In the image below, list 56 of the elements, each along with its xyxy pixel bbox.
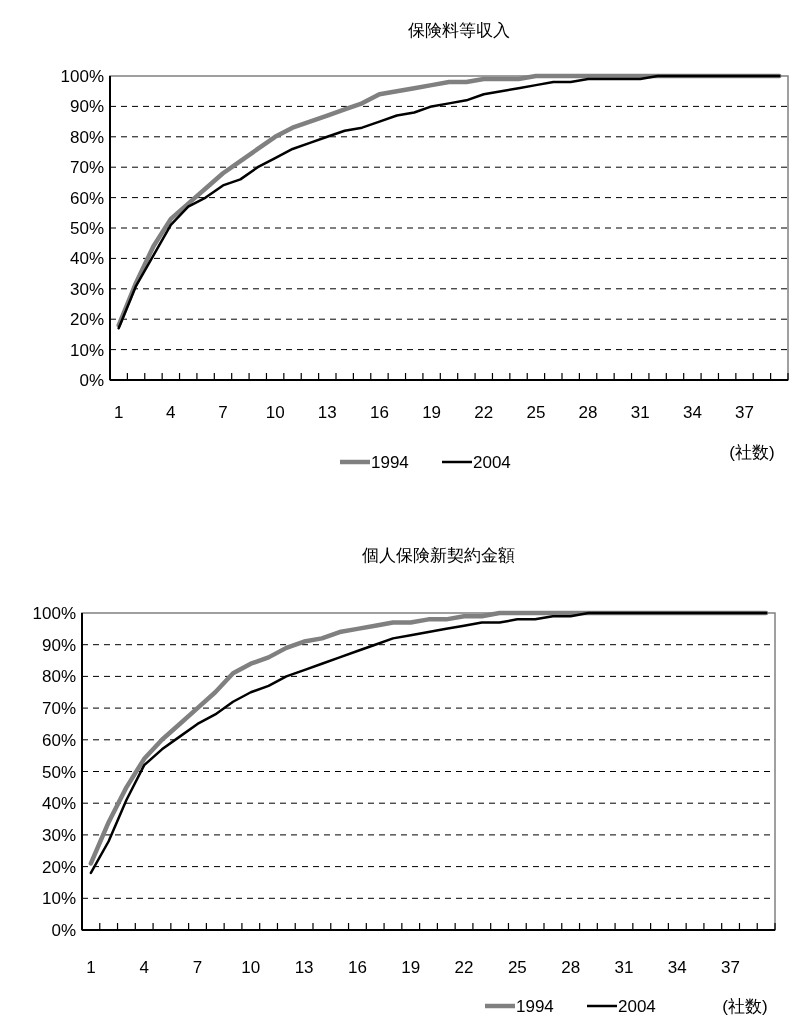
y-tick-label: 50% [69,219,104,238]
x-tick-label: 22 [474,403,494,422]
x-tick-label: 16 [347,958,367,977]
y-tick-label: 0% [51,921,76,940]
x-tick-label: 4 [139,958,149,977]
y-tick-label: 20% [69,310,104,330]
legend-label: 1994 [371,453,409,472]
x-tick-label: 10 [241,958,261,977]
chart-title: 個人保険新契約金額 [362,546,515,565]
x-tick-label: 22 [454,958,474,977]
legend-label: 2004 [618,997,656,1016]
legend-label: 1994 [516,997,554,1016]
x-tick-label: 13 [317,403,337,422]
y-tick-label: 10% [41,889,76,909]
x-tick-label: 34 [667,958,687,977]
y-tick-label: 60% [69,188,104,208]
y-tick-label: 100% [32,604,76,623]
legend-label: 2004 [473,453,511,472]
x-tick-label: 1 [86,958,96,977]
y-tick-label: 50% [41,762,76,782]
x-tick-label: 10 [265,403,285,422]
y-tick-label: 30% [69,279,104,299]
x-tick-label: 34 [682,403,702,422]
x-axis-title: (社数) [729,443,775,462]
y-tick-label: 80% [69,127,104,147]
y-tick-label: 70% [69,158,104,178]
x-tick-label: 19 [401,958,421,977]
x-tick-label: 25 [526,403,546,422]
x-tick-label: 7 [218,403,228,422]
x-tick-label: 13 [294,958,314,977]
x-axis-title: (社数) [722,997,768,1016]
x-tick-label: 37 [735,403,754,422]
x-tick-label: 31 [614,958,634,977]
x-tick-label: 4 [166,403,176,422]
y-tick-label: 70% [41,699,76,719]
x-tick-label: 19 [422,403,442,422]
y-tick-label: 90% [41,635,76,655]
x-tick-label: 7 [192,958,203,977]
x-tick-label: 28 [578,403,598,422]
y-tick-label: 0% [79,371,104,390]
x-tick-label: 1 [113,403,124,422]
y-tick-label: 40% [41,794,76,814]
y-tick-label: 20% [41,857,76,877]
x-tick-label: 31 [630,403,650,422]
y-tick-label: 30% [41,825,76,845]
y-tick-label: 40% [69,249,104,269]
y-tick-label: 90% [69,97,104,117]
y-tick-label: 10% [69,340,104,360]
x-tick-label: 28 [561,958,581,977]
x-tick-label: 16 [370,403,389,422]
x-tick-label: 25 [507,958,527,977]
x-tick-label: 37 [721,958,741,977]
y-tick-label: 100% [60,67,104,86]
chart-title: 保険料等収入 [408,21,510,40]
y-tick-label: 60% [41,730,76,750]
y-tick-label: 80% [41,667,76,687]
